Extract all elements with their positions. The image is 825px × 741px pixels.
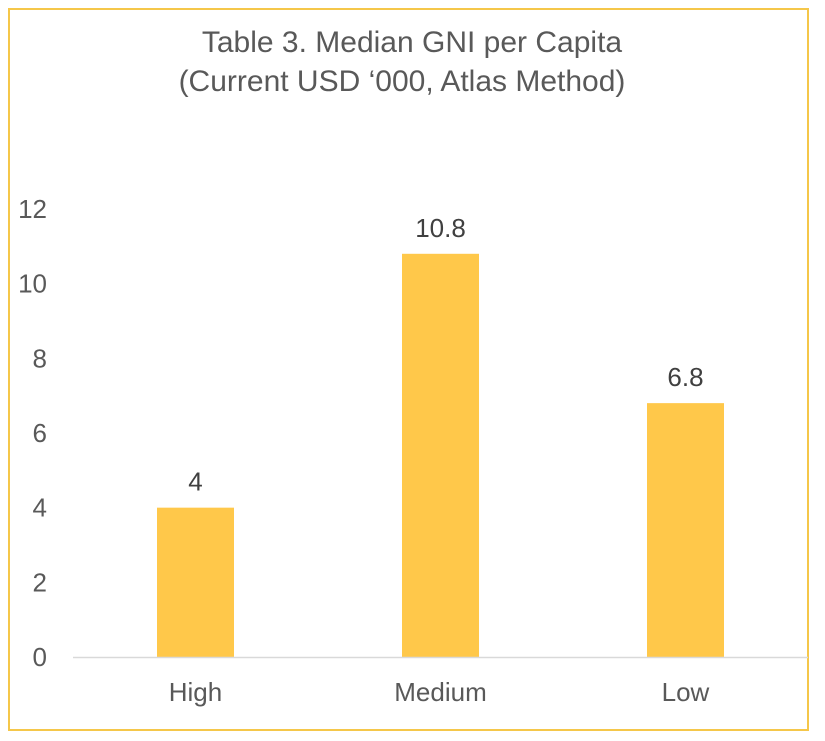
- y-tick-label: 0: [33, 642, 47, 672]
- x-tick-label: Medium: [394, 677, 486, 707]
- bar-series: 4 10.8 6.8: [157, 213, 724, 658]
- x-axis: High Medium Low: [73, 656, 808, 707]
- data-label: 4: [188, 467, 202, 497]
- x-tick-label: High: [169, 677, 222, 707]
- data-label: 10.8: [415, 213, 466, 243]
- data-label: 6.8: [667, 362, 703, 392]
- bar-low: [647, 403, 724, 657]
- x-tick-label: Low: [662, 677, 710, 707]
- y-tick-label: 4: [33, 493, 47, 523]
- y-axis: 0 2 4 6 8 10 12: [18, 194, 47, 672]
- chart-subtitle: (Current USD ‘000, Atlas Method): [179, 65, 626, 98]
- bar-medium: [402, 253, 479, 658]
- chart-title: Table 3. Median GNI per Capita: [202, 26, 623, 59]
- bar-high: [157, 507, 234, 657]
- y-tick-label: 8: [33, 343, 47, 373]
- y-tick-label: 6: [33, 418, 47, 448]
- y-tick-label: 10: [18, 269, 47, 299]
- y-tick-label: 2: [33, 567, 47, 597]
- y-tick-label: 12: [18, 194, 47, 224]
